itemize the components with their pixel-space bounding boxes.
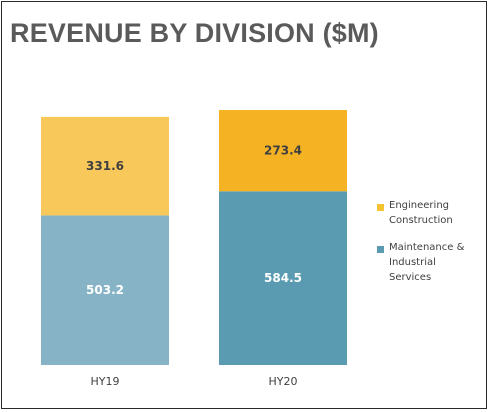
legend: Engineering Construction Maintenance & I… [377, 198, 485, 297]
bar-segment [41, 116, 169, 216]
legend-swatch-engineering-construction [377, 204, 384, 211]
data-label: 503.2 [86, 283, 124, 297]
legend-item-maintenance-industrial-services: Maintenance & Industrial Services [377, 240, 485, 285]
labels-layer: 503.2 331.6 584.5 273.4 [86, 144, 302, 298]
x-axis-ticks: HY19 HY20 [91, 375, 298, 388]
chart-title: REVENUE BY DIVISION ($M) [10, 18, 379, 48]
data-label: 331.6 [86, 159, 124, 173]
legend-label-line: Construction [389, 215, 453, 226]
bar-segment [219, 110, 347, 192]
legend-label-line: Industrial [389, 257, 436, 268]
data-label: 584.5 [264, 271, 302, 285]
legend-item-engineering-construction: Engineering Construction [377, 198, 485, 228]
x-tick-label: HY20 [269, 375, 298, 388]
data-label: 273.4 [264, 144, 302, 158]
legend-label-line: Services [389, 272, 432, 283]
bars-layer [41, 110, 347, 365]
bar-segment [219, 191, 347, 365]
legend-label-line: Maintenance & [389, 242, 465, 253]
x-tick-label: HY19 [91, 375, 120, 388]
legend-swatch-maintenance-industrial-services [377, 246, 384, 253]
bar-segment [41, 215, 169, 365]
legend-label-line: Engineering [389, 200, 449, 211]
